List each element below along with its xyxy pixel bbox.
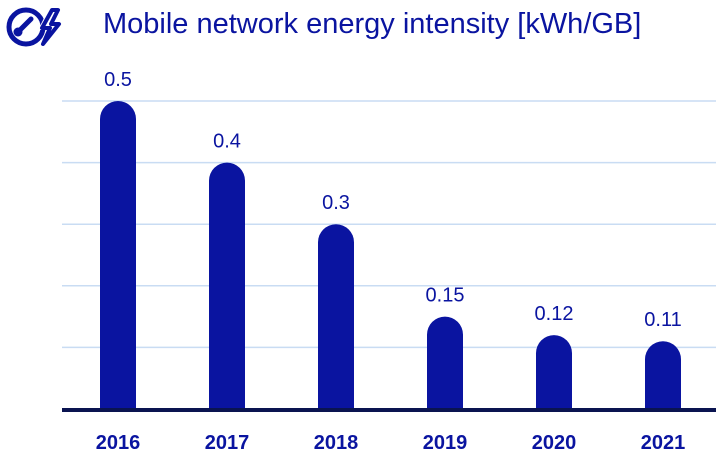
value-label-2020: 0.12 bbox=[535, 303, 574, 325]
bar-2021 bbox=[645, 341, 681, 409]
x-tick-label-2019: 2019 bbox=[423, 432, 468, 454]
bars bbox=[100, 101, 681, 409]
x-tick-label-2016: 2016 bbox=[96, 432, 141, 454]
bar-2020 bbox=[536, 335, 572, 409]
x-tick-label-2018: 2018 bbox=[314, 432, 359, 454]
value-label-2019: 0.15 bbox=[426, 285, 465, 307]
x-tick-labels: 2016 2017 2018 2019 2020 2021 bbox=[96, 432, 686, 454]
gridlines bbox=[62, 100, 716, 349]
bar-2017 bbox=[209, 162, 245, 409]
chart-title: Mobile network energy intensity [kWh/GB] bbox=[103, 8, 642, 40]
value-labels: 0.5 0.4 0.3 0.15 0.12 0.11 bbox=[104, 69, 682, 331]
bar-2018 bbox=[318, 224, 354, 409]
value-label-2018: 0.3 bbox=[322, 192, 350, 214]
x-tick-label-2017: 2017 bbox=[205, 432, 250, 454]
value-label-2021: 0.11 bbox=[644, 309, 681, 331]
x-tick-label-2020: 2020 bbox=[532, 432, 577, 454]
value-label-2016: 0.5 bbox=[104, 69, 132, 91]
bar-2016 bbox=[100, 101, 136, 409]
x-tick-label-2021: 2021 bbox=[641, 432, 686, 454]
energy-meter-lightning-icon bbox=[6, 7, 62, 48]
bar-2019 bbox=[427, 316, 463, 409]
value-label-2017: 0.4 bbox=[213, 131, 241, 153]
